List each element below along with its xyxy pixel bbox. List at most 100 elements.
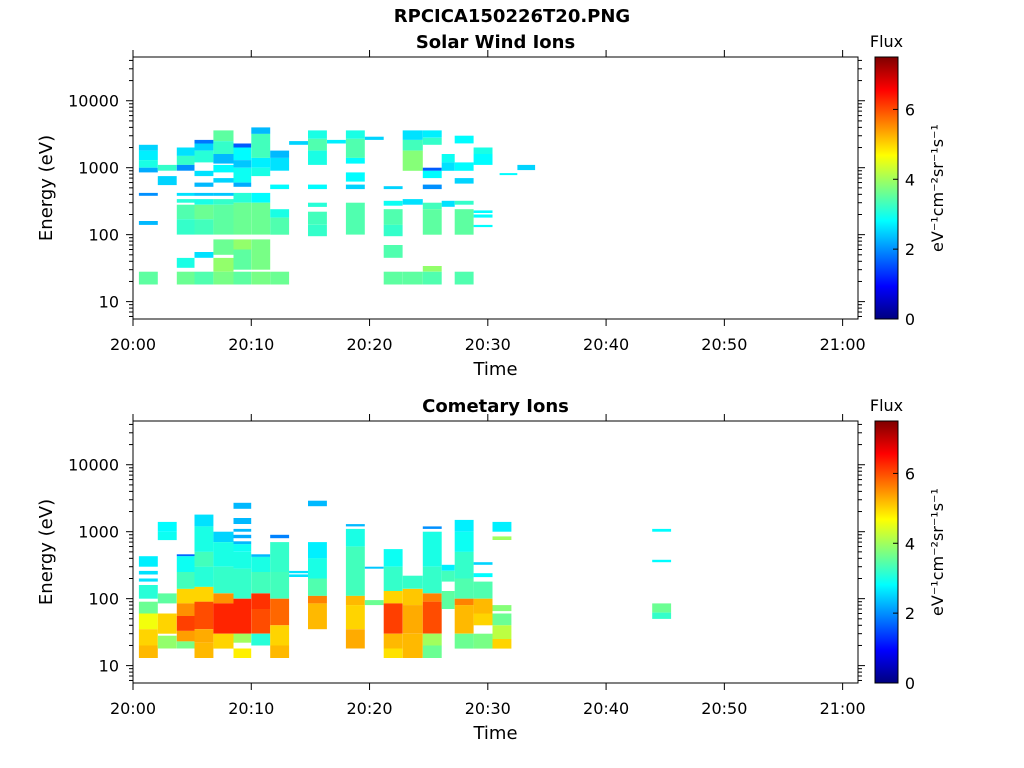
colorbar-tick-label: 4 [905,170,915,189]
heatmap-cell [233,167,252,183]
heatmap-cell [233,528,252,532]
heatmap-cell [454,598,474,606]
heatmap-cell [157,593,177,604]
heatmap-cell [308,224,327,237]
heatmap-cell [213,257,234,272]
heatmap-cell [454,551,474,579]
heatmap-cell [233,182,252,187]
heatmap-cell [213,633,234,649]
y-tick-label: 100 [88,590,119,609]
heatmap-cell [194,182,214,187]
x-tick-label: 20:00 [110,335,156,354]
colorbar: 0 2 4 6 Flux eV⁻¹cm⁻²sr⁻¹s⁻¹ [870,396,947,693]
heatmap-cell [402,139,423,151]
heatmap-cell [364,136,384,140]
heatmap-cell [327,139,346,144]
heatmap-cell [364,600,384,606]
colorbar-bar [874,420,899,684]
heatmap-cell [473,214,493,218]
heatmap-cells [138,500,672,658]
y-axis-label: Energy (eV) [36,135,57,241]
heatmap-cell [233,518,252,524]
heatmap-cell [194,150,214,163]
heatmap-cell [233,544,252,552]
colorbar-bar [874,56,899,320]
x-tick-label: 20:40 [583,699,629,718]
heatmap-cell [308,138,327,151]
heatmap-cell [383,245,403,258]
heatmap-cell [473,598,493,614]
heatmap-cell [251,633,271,646]
heatmap-cell [213,130,234,141]
heatmap-cell [422,593,442,602]
heatmap-cell [194,566,214,587]
heatmap-cell [138,585,158,599]
heatmap-cell [233,239,252,250]
heatmap-cell [473,573,493,578]
x-tick-label: 20:30 [465,335,511,354]
colorbar-title: Flux [870,32,903,51]
heatmap-cell [138,570,158,575]
heatmap-cell [652,603,672,613]
heatmap-cell [194,271,214,285]
heatmap-cell [157,164,177,171]
heatmap-cell [157,531,177,541]
x-tick-label: 20:50 [701,335,747,354]
heatmap-cell [233,541,252,545]
heatmap-cell [270,157,290,171]
heatmap-cell [270,645,290,658]
heatmap-cell [492,613,512,626]
heatmap-cell [441,154,455,163]
heatmap-cell [233,249,252,270]
heatmap-cell [194,139,214,144]
heatmap-cell [194,204,214,220]
colorbar-unit-label: eV⁻¹cm⁻²sr⁻¹s⁻¹ [928,124,947,252]
heatmap-cell [308,184,327,190]
heatmap-cell [473,581,493,599]
heatmap-cell [402,633,423,658]
colorbar-tick-label: 2 [905,604,915,623]
heatmap-cell [402,605,423,634]
heatmap-cell [194,170,214,177]
heatmap-cell [233,160,252,168]
heatmap-cell [652,559,672,563]
heatmap-cell [308,578,327,596]
heatmap-cell [213,154,234,164]
panel-title: Cometary Ions [422,396,569,417]
heatmap-cell [251,133,271,158]
heatmap-cell [454,519,474,532]
heatmap-cell [473,633,493,649]
heatmap-cell [251,239,271,270]
x-tick-label: 20:40 [583,335,629,354]
heatmap-cell [138,556,158,567]
x-axis-label: Time [472,723,517,744]
heatmap-cell [194,143,214,151]
heatmap-cell [492,521,512,532]
colorbar-tick-label: 6 [905,464,915,483]
heatmap-cell [308,603,327,630]
heatmap-cell [492,605,512,612]
x-axis: 20:00 20:10 20:20 20:30 20:40 20:50 21:00 [110,414,866,718]
heatmap-cell [422,170,442,179]
heatmap-cell [251,554,271,557]
heatmap-cell [233,568,252,599]
heatmap-cell [422,645,442,658]
heatmap-cell [176,147,195,156]
heatmap-cell [138,613,158,630]
heatmap-cell [422,184,442,190]
heatmap-cell [308,595,327,604]
heatmap-cell [454,135,474,144]
heatmap-cell [383,224,403,237]
heatmap-cell [345,629,365,649]
heatmap-cell [213,192,234,196]
heatmap-cell [473,210,493,213]
heatmap-cell [422,531,442,567]
heatmap-cell [345,130,365,139]
heatmap-cell [157,521,177,532]
heatmap-cell [454,209,474,235]
heatmap-cell [157,613,177,634]
heatmap-cell [383,633,403,649]
heatmap-cell [422,633,442,646]
heatmap-cell [194,551,214,567]
heatmap-cell [345,157,365,164]
